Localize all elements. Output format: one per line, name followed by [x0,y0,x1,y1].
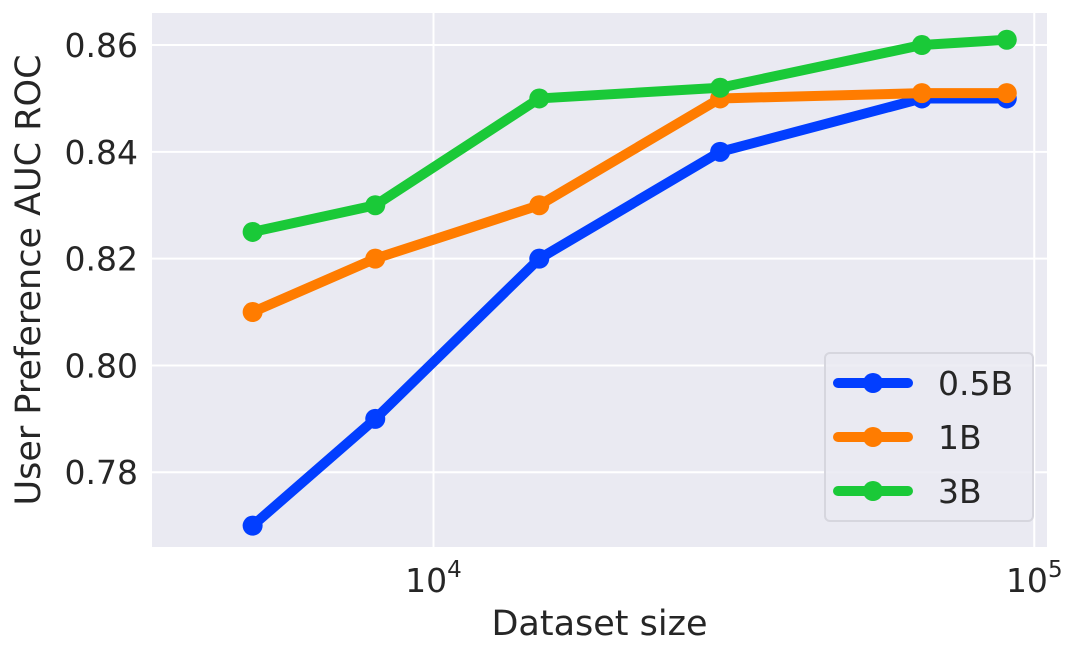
grid [152,13,1047,547]
data-point [529,88,550,109]
x-tick-exponent: 5 [1048,557,1063,583]
data-point [710,141,731,162]
data-point [529,248,550,269]
x-tick-label: 105 [1006,557,1063,600]
y-tick-label: 0.80 [65,346,138,385]
data-point [365,248,386,269]
y-tick-label: 0.82 [65,240,138,279]
series-line [247,34,1012,237]
y-tick-label: 0.84 [65,133,138,172]
series-0.5B [242,88,1017,536]
x-tick-base: 10 [1006,561,1048,600]
data-point [710,77,731,98]
legend: 0.5B 1B 3B [824,352,1034,522]
data-point [365,408,386,429]
data-point [911,83,932,104]
series-line [247,88,1012,318]
series-1B [242,83,1017,323]
y-tick-label: 0.86 [65,26,138,65]
y-axis-label: User Preference AUC ROC [9,54,49,505]
legend-item: 3B [833,472,982,511]
legend-marker [863,481,883,501]
data-point [242,302,263,323]
legend-item: 0.5B [833,364,1013,403]
legend-marker [863,427,883,447]
data-point [529,195,550,216]
series-line [247,93,1012,531]
data-point [996,83,1017,104]
x-tick-label: 104 [405,557,462,600]
data-point [242,221,263,242]
legend-label: 0.5B [938,364,1013,403]
x-tick-base: 10 [405,561,447,600]
series-lines [242,29,1017,536]
data-point [365,195,386,216]
x-axis-label: Dataset size [491,604,707,644]
legend-item: 1B [833,418,982,457]
legend-label: 3B [938,472,982,511]
legend-label: 1B [938,418,982,457]
x-tick-exponent: 4 [447,557,462,583]
series-3B [242,29,1017,242]
legend-marker [863,373,883,393]
data-point [242,515,263,536]
data-point [911,35,932,56]
y-tick-label: 0.78 [65,453,138,492]
data-point [996,29,1017,50]
legend-frame [824,352,1034,522]
